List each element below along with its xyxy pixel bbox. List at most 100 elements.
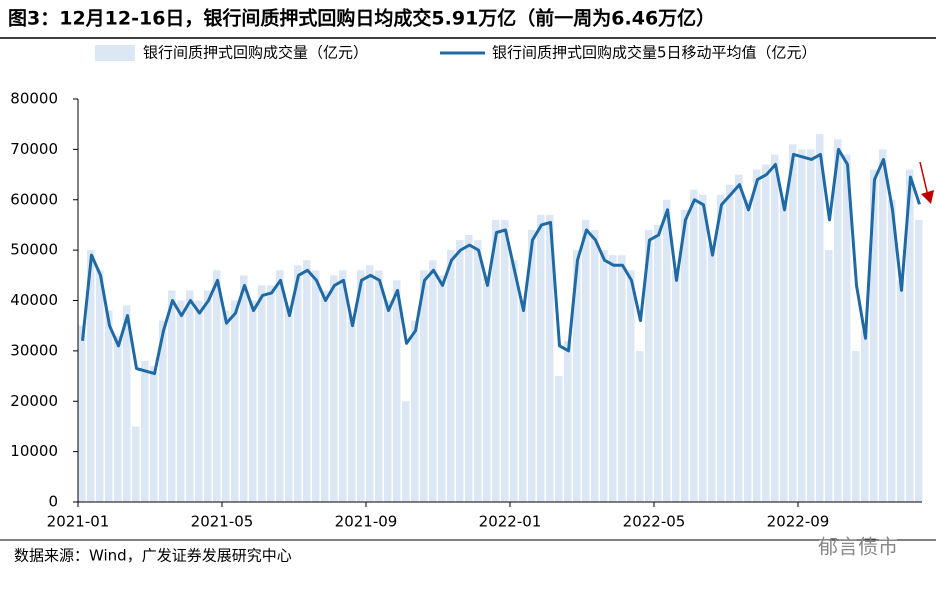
bar [753,169,761,502]
bar [195,300,203,502]
source: 数据来源：Wind，广发证券发展研究中心 [14,547,292,565]
bar [609,255,617,502]
bar [411,320,419,502]
x-tick-label: 2022-05 [623,513,686,531]
arrow [919,161,929,197]
bar [735,174,743,502]
y-tick-label: 50000 [10,241,58,259]
bar [564,340,572,502]
bar [762,164,770,503]
bar [636,350,644,502]
x-tick-label: 2021-05 [191,513,254,531]
bar [96,270,104,502]
bar [834,139,842,503]
arrow-head [921,190,934,204]
bar [474,240,482,503]
bar [582,219,590,502]
bar [186,290,194,502]
bar [744,199,752,502]
x-tick-label: 2021-09 [335,513,398,531]
bar [267,285,275,502]
bar [654,224,662,502]
bar [699,194,707,502]
bar [843,154,851,502]
bar [366,265,374,502]
bar [501,219,509,502]
bar [510,260,518,502]
bar [375,270,383,502]
bar [447,250,455,502]
bar [294,265,302,502]
legend-label: 银行间质押式回购成交量（亿元） [143,44,368,62]
bar [771,154,779,502]
bar [789,144,797,502]
bar [600,250,608,502]
y-tick-label: 0 [48,493,58,511]
bar [231,300,239,502]
bar [861,330,869,502]
bar [492,219,500,502]
bar [321,290,329,502]
bar [897,280,905,502]
chart-title: 图3：12月12-16日，银行间质押式回购日均成交5.91万亿（前一周为6.46… [8,7,715,30]
bar [888,199,896,502]
bar [132,426,140,502]
y-tick-label: 40000 [10,291,58,309]
bar [906,169,914,502]
bar [483,275,491,502]
bar [816,134,824,502]
x-tick-label: 2022-09 [767,513,830,531]
bar [240,275,248,502]
bar [114,335,122,502]
y-tick-label: 30000 [10,341,58,359]
bar [717,194,725,502]
bar [384,300,392,502]
bar [672,270,680,502]
bar [663,199,671,502]
bar [528,229,536,502]
bar [150,365,158,502]
y-tick-label: 10000 [10,442,58,460]
bar [213,270,221,502]
bar [348,315,356,502]
bar [249,300,257,502]
bar [87,250,95,502]
bar [708,245,716,502]
bar [330,275,338,502]
bar [825,250,833,502]
bar [276,270,284,502]
bar [591,229,599,502]
bar [141,360,149,502]
bar [690,189,698,503]
bar [915,219,923,502]
bar [78,325,86,502]
x-tick-label: 2021-01 [47,513,110,531]
line [81,147,921,376]
bar [537,214,545,503]
bar [465,235,473,502]
legend-label: 银行间质押式回购成交量5日移动平均值（亿元） [492,44,817,62]
bar [159,320,167,502]
bar [807,149,815,502]
bar [123,305,131,502]
bar [177,300,185,502]
bar [402,401,410,502]
bar [258,285,266,502]
y-tick-label: 20000 [10,392,58,410]
bar [285,305,293,502]
bar [339,270,347,502]
bar [312,270,320,502]
y-tick-label: 70000 [10,140,58,158]
bar [645,229,653,502]
bar [222,310,230,502]
bar [555,376,563,502]
y-tick-label: 80000 [10,90,58,108]
bar [204,290,212,502]
bar [519,300,527,502]
y-tick-label: 60000 [10,190,58,208]
legend-swatch [95,45,135,61]
bar [798,149,806,502]
bar [105,310,113,502]
bar [429,260,437,502]
